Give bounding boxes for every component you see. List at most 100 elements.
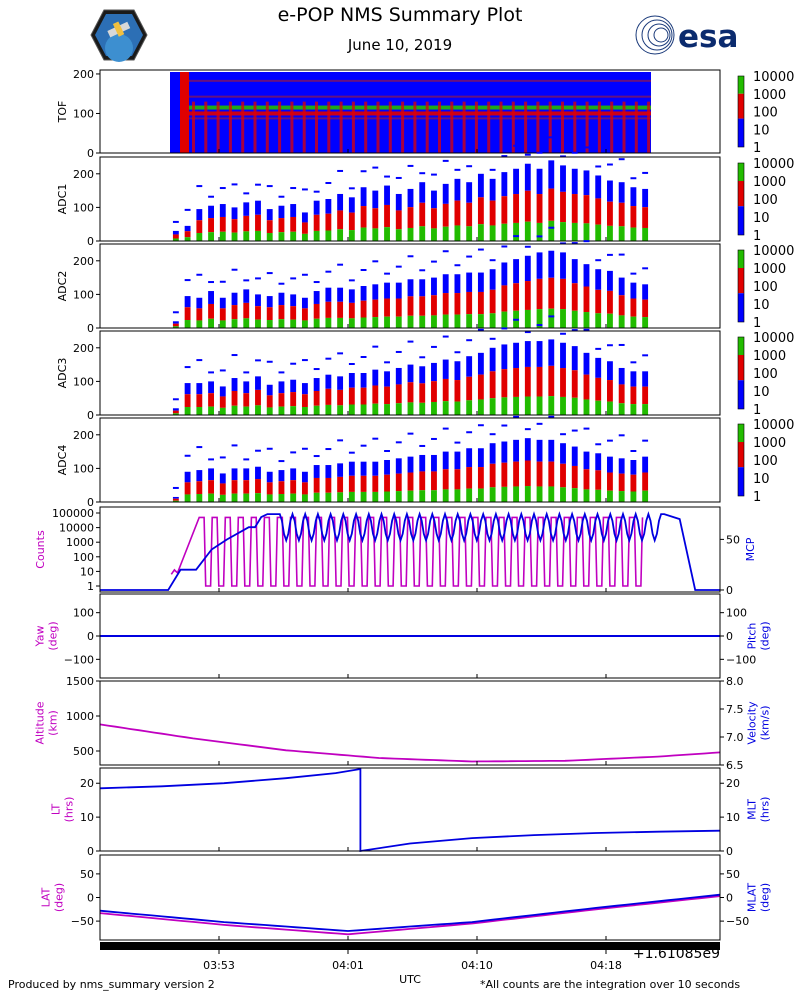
adc3-column-35 (583, 328, 590, 415)
adc1-column-6 (243, 192, 250, 241)
adc2-column-33 (560, 242, 566, 328)
tof-column-1 (204, 101, 208, 153)
adc2-column-6 (243, 279, 250, 328)
tof-column-32 (585, 101, 589, 153)
yaw-pitch-ytick-left-label-1: 0 (87, 630, 94, 643)
adc1-column-18 (384, 175, 390, 241)
adc2-column-21 (419, 269, 426, 328)
adc4-column-3 (208, 458, 214, 502)
lt-mlt-ytick-right-label-1: 10 (726, 811, 740, 824)
adc1-column-17 (372, 166, 379, 241)
adc4-column-40 (642, 439, 649, 502)
adc3-column-7 (255, 359, 261, 415)
adc2-frame (99, 243, 721, 329)
tof-column-23 (474, 101, 478, 153)
svg-text:Altitude: Altitude (34, 701, 47, 744)
tof-column-30 (561, 101, 564, 153)
adc4-column-31 (536, 422, 543, 502)
adc4-colorbar-label-2: 100 (753, 454, 778, 469)
page-subtitle: June 10, 2019 (347, 36, 453, 54)
adc4-column-11 (301, 447, 308, 502)
adc4-colorbar-label-4: 1 (753, 490, 761, 505)
adc1-column-35 (583, 146, 590, 241)
tof-column-3 (228, 101, 232, 153)
adc3-column-15 (348, 363, 355, 415)
adc1-column-21 (419, 172, 426, 241)
tof-column-21 (450, 101, 454, 153)
adc2-ytick-label-1: 100 (73, 288, 94, 301)
tof-band-2 (189, 117, 651, 120)
alt-vel-ylabel-left: Altitude (km) (34, 701, 60, 744)
adc4-column-0 (172, 486, 179, 502)
adc3-column-22 (431, 345, 437, 415)
adc1-colorbar-label-2: 100 (753, 193, 778, 208)
counts-mcp-ytick-left-label-0: 100000 (52, 507, 94, 520)
adc3-column-14 (337, 352, 344, 415)
tof-column-18 (413, 101, 417, 153)
lt-mlt-ylabel-right: MLT (hrs) (746, 797, 772, 823)
adc1-column-14 (337, 169, 344, 241)
adc4-colorbar-label-0: 10000 (753, 418, 794, 433)
tof-column-31 (573, 101, 577, 153)
adc1-column-10 (290, 187, 297, 241)
adc3-colorbar-label-0: 10000 (753, 331, 794, 346)
adc4-colorbar-label-3: 10 (753, 472, 770, 487)
counts-mcp-ylabel-right: MCP (744, 537, 757, 561)
svg-text:(km/s): (km/s) (759, 705, 772, 740)
adc4-column-30 (524, 428, 531, 502)
adc1-column-33 (560, 155, 566, 241)
tof-column-11 (327, 101, 331, 153)
adc3-column-24 (454, 351, 461, 415)
adc2-column-1 (184, 279, 191, 328)
adc2-column-28 (501, 245, 508, 328)
adc3-ylabel: ADC3 (56, 358, 69, 389)
adc1-column-23 (442, 159, 449, 241)
adc3-column-9 (278, 371, 285, 415)
counts-mcp-ytick-left-label-5: 1 (87, 580, 94, 593)
tof-column-24 (487, 101, 491, 153)
footer-producer-note: Produced by nms_summary version 2 (8, 978, 215, 991)
tof-ylabel: TOF (56, 101, 69, 124)
svg-text:LAT: LAT (40, 887, 53, 907)
tof-column-33 (597, 101, 601, 153)
tof-column-36 (634, 101, 638, 153)
lat-mlat-ylabel-right: MLAT (deg) (746, 883, 772, 913)
lat-mlat-ytick-left-label-1: 0 (87, 892, 94, 905)
adc1-column-30 (524, 153, 531, 241)
adc3-colorbar (738, 337, 744, 409)
adc3-colorbar-label-3: 10 (753, 385, 770, 400)
adc1-column-27 (489, 168, 496, 241)
tof-colorbar-label-3: 10 (753, 123, 770, 138)
svg-text:(deg): (deg) (759, 621, 772, 650)
adc1-column-20 (407, 164, 414, 241)
adc3-column-33 (560, 332, 566, 415)
adc1-column-1 (184, 208, 191, 241)
adc1-colorbar-label-4: 1 (753, 229, 761, 244)
tof-column-6 (265, 101, 269, 153)
adc4-column-28 (501, 424, 508, 502)
adc4-column-7 (255, 449, 261, 502)
adc4-column-18 (384, 450, 390, 502)
tof-column-35 (622, 101, 626, 153)
adc4-column-15 (348, 451, 355, 502)
x-tick-label-3: 04:18 (590, 959, 622, 972)
adc4-column-29 (513, 415, 520, 502)
alt-vel-ytick-right-label-2: 7.0 (726, 731, 744, 744)
adc2-column-27 (489, 259, 496, 328)
yaw-pitch-ytick-right-label-0: 100 (726, 607, 747, 620)
adc2-ytick-label-2: 200 (73, 255, 94, 268)
lat-mlat-ytick-right-label-1: 0 (726, 892, 733, 905)
adc1-column-40 (642, 171, 649, 241)
adc4-column-36 (595, 443, 602, 502)
adc3-column-28 (501, 327, 508, 415)
adc3-column-30 (524, 331, 531, 415)
adc1-column-7 (255, 183, 261, 241)
adc3-colorbar-label-1: 1000 (753, 349, 786, 364)
yaw-pitch-ytick-right-label-1: 0 (726, 630, 733, 643)
adc2-colorbar-label-2: 100 (753, 280, 778, 295)
series-mlat-line (99, 893, 721, 932)
adc4-column-10 (290, 451, 297, 502)
adc4-column-20 (407, 432, 414, 502)
adc1-column-2 (196, 185, 203, 241)
